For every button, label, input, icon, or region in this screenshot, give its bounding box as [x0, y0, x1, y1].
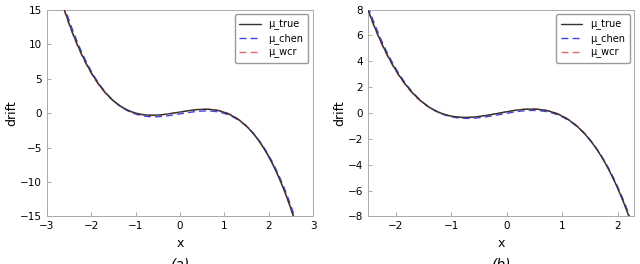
μ_wcr: [432, 110, 440, 113]
μ_true: [235, 119, 243, 122]
μ_wcr: [60, 7, 68, 11]
μ_chen: [540, 110, 548, 113]
Text: (a): (a): [170, 258, 189, 264]
μ_wcr: [165, 112, 173, 115]
μ_chen: [483, 115, 491, 118]
μ_wcr: [483, 114, 491, 117]
μ_wcr: [215, 109, 223, 112]
Line: μ_true: μ_true: [368, 10, 632, 224]
Line: μ_wcr: μ_wcr: [368, 11, 632, 223]
μ_true: [197, 108, 205, 111]
μ_wcr: [235, 118, 243, 121]
μ_true: [165, 112, 173, 115]
μ_wcr: [563, 116, 570, 120]
μ_true: [563, 117, 570, 120]
μ_true: [411, 93, 419, 97]
μ_chen: [120, 107, 127, 110]
μ_chen: [101, 90, 109, 93]
X-axis label: x: x: [177, 237, 184, 250]
μ_true: [628, 223, 636, 226]
X-axis label: x: x: [497, 237, 505, 250]
Line: μ_wcr: μ_wcr: [64, 9, 296, 225]
μ_chen: [165, 114, 173, 117]
μ_true: [120, 106, 127, 110]
μ_chen: [520, 109, 527, 112]
μ_chen: [628, 220, 636, 223]
Y-axis label: drift: drift: [6, 100, 19, 126]
μ_wcr: [628, 222, 636, 225]
μ_chen: [411, 93, 419, 96]
μ_true: [432, 109, 440, 112]
μ_wcr: [540, 108, 548, 111]
μ_true: [364, 8, 372, 11]
μ_chen: [215, 111, 223, 114]
μ_true: [520, 108, 527, 111]
μ_wcr: [520, 108, 527, 111]
Y-axis label: drift: drift: [333, 100, 346, 126]
μ_true: [215, 109, 223, 112]
μ_true: [540, 109, 548, 112]
μ_wcr: [120, 107, 127, 110]
μ_chen: [60, 2, 68, 6]
Legend: μ_true, μ_chen, μ_wcr: μ_true, μ_chen, μ_wcr: [556, 15, 630, 63]
μ_chen: [364, 4, 372, 8]
μ_wcr: [101, 91, 109, 94]
μ_true: [483, 114, 491, 117]
μ_chen: [235, 119, 243, 122]
Line: μ_true: μ_true: [64, 8, 296, 226]
μ_chen: [563, 117, 570, 121]
μ_wcr: [364, 9, 372, 12]
Text: (b): (b): [492, 258, 511, 264]
Legend: μ_true, μ_chen, μ_wcr: μ_true, μ_chen, μ_wcr: [235, 15, 308, 63]
μ_wcr: [411, 94, 419, 97]
Line: μ_chen: μ_chen: [368, 6, 632, 222]
μ_wcr: [197, 108, 205, 111]
Line: μ_chen: μ_chen: [64, 4, 296, 222]
μ_wcr: [292, 223, 300, 227]
μ_chen: [197, 110, 205, 113]
μ_true: [292, 224, 300, 228]
μ_chen: [432, 109, 440, 112]
μ_true: [60, 6, 68, 10]
μ_chen: [292, 221, 300, 224]
μ_true: [101, 90, 109, 93]
